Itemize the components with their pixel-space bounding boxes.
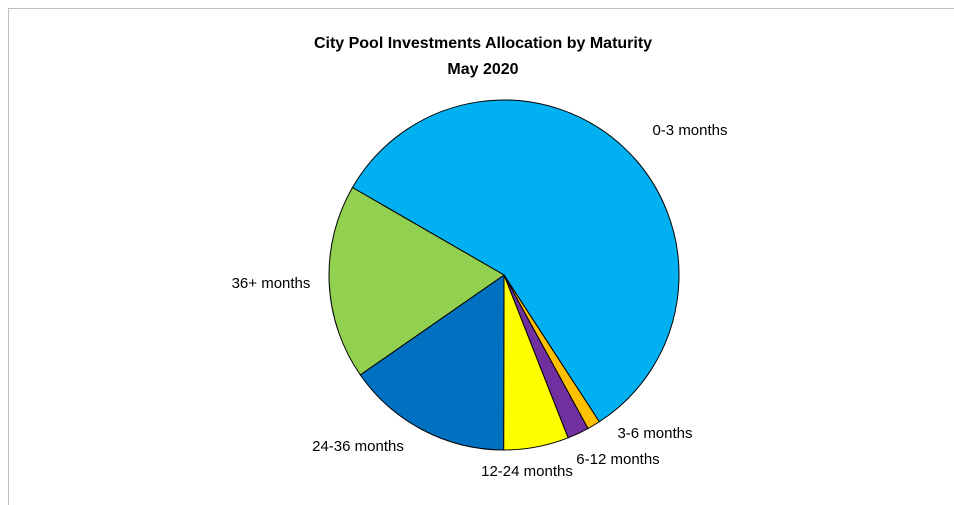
chart-title: City Pool Investments Allocation by Matu… [314,35,652,52]
slice-label: 6-12 months [576,451,659,468]
slice-label: 36+ months [232,275,311,292]
slice-label: 12-24 months [481,463,573,480]
slice-label: 0-3 months [652,122,727,139]
chart-frame [8,8,954,505]
pie-slice [359,274,505,451]
slice-label: 24-36 months [312,438,404,455]
pie-slice [328,186,505,376]
chart-subtitle: May 2020 [447,61,518,78]
pie-slice [351,99,680,423]
slice-label: 3-6 months [617,425,692,442]
